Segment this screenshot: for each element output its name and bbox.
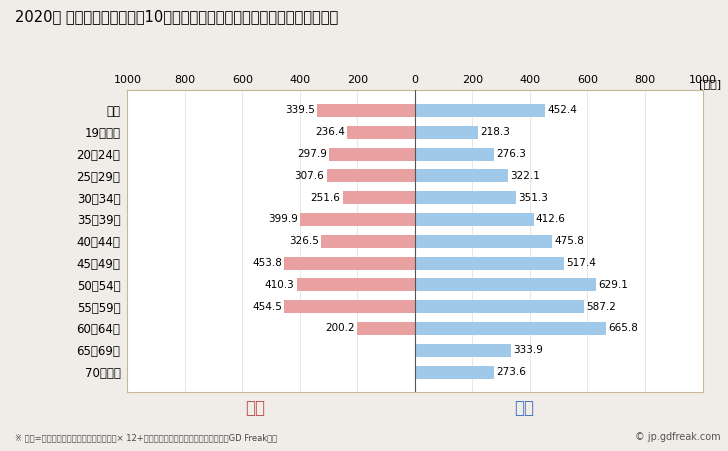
Text: 475.8: 475.8: [554, 236, 584, 246]
Bar: [285, 257, 415, 270]
Text: 629.1: 629.1: [598, 280, 628, 290]
Bar: [415, 278, 596, 291]
Bar: [415, 235, 552, 248]
Text: 200.2: 200.2: [325, 323, 355, 333]
Text: 322.1: 322.1: [510, 171, 539, 181]
Text: 236.4: 236.4: [314, 127, 344, 137]
Bar: [415, 344, 511, 357]
Text: 454.5: 454.5: [252, 302, 282, 312]
Text: 410.3: 410.3: [265, 280, 295, 290]
Text: 665.8: 665.8: [609, 323, 638, 333]
Text: 307.6: 307.6: [294, 171, 324, 181]
Bar: [317, 104, 415, 117]
Text: 453.8: 453.8: [253, 258, 282, 268]
Text: 218.3: 218.3: [480, 127, 510, 137]
Text: 276.3: 276.3: [496, 149, 526, 159]
Bar: [415, 366, 494, 379]
Text: 517.4: 517.4: [566, 258, 596, 268]
Bar: [329, 147, 415, 161]
Text: 339.5: 339.5: [285, 106, 315, 115]
Bar: [415, 213, 534, 226]
Text: 326.5: 326.5: [289, 236, 319, 246]
Text: [万円]: [万円]: [699, 79, 721, 89]
Bar: [297, 278, 415, 291]
Text: 587.2: 587.2: [586, 302, 616, 312]
Text: 452.4: 452.4: [547, 106, 577, 115]
Bar: [415, 104, 545, 117]
Bar: [415, 169, 507, 182]
Text: 412.6: 412.6: [536, 215, 566, 225]
Text: 333.9: 333.9: [513, 345, 543, 355]
Bar: [415, 147, 494, 161]
Text: 273.6: 273.6: [496, 367, 526, 377]
Text: © jp.gdfreak.com: © jp.gdfreak.com: [635, 432, 721, 442]
Bar: [415, 191, 516, 204]
Bar: [415, 322, 606, 335]
Text: 399.9: 399.9: [268, 215, 298, 225]
Bar: [415, 300, 584, 313]
Bar: [347, 126, 415, 139]
Text: ※ 年収=「きまって支給する現金給与額」× 12+「年間賞与その他特別給与額」としてGD Freak推計: ※ 年収=「きまって支給する現金給与額」× 12+「年間賞与その他特別給与額」と…: [15, 433, 277, 442]
Bar: [321, 235, 415, 248]
Bar: [284, 300, 415, 313]
Text: 251.6: 251.6: [310, 193, 340, 202]
Bar: [300, 213, 415, 226]
Text: 男性: 男性: [514, 399, 534, 417]
Text: 2020年 民間企業（従業者数10人以上）フルタイム労働者の男女別平均年収: 2020年 民間企業（従業者数10人以上）フルタイム労働者の男女別平均年収: [15, 9, 338, 24]
Bar: [326, 169, 415, 182]
Bar: [415, 126, 478, 139]
Text: 351.3: 351.3: [518, 193, 548, 202]
Text: 女性: 女性: [245, 399, 265, 417]
Bar: [343, 191, 415, 204]
Text: 297.9: 297.9: [297, 149, 327, 159]
Bar: [415, 257, 563, 270]
Bar: [357, 322, 415, 335]
